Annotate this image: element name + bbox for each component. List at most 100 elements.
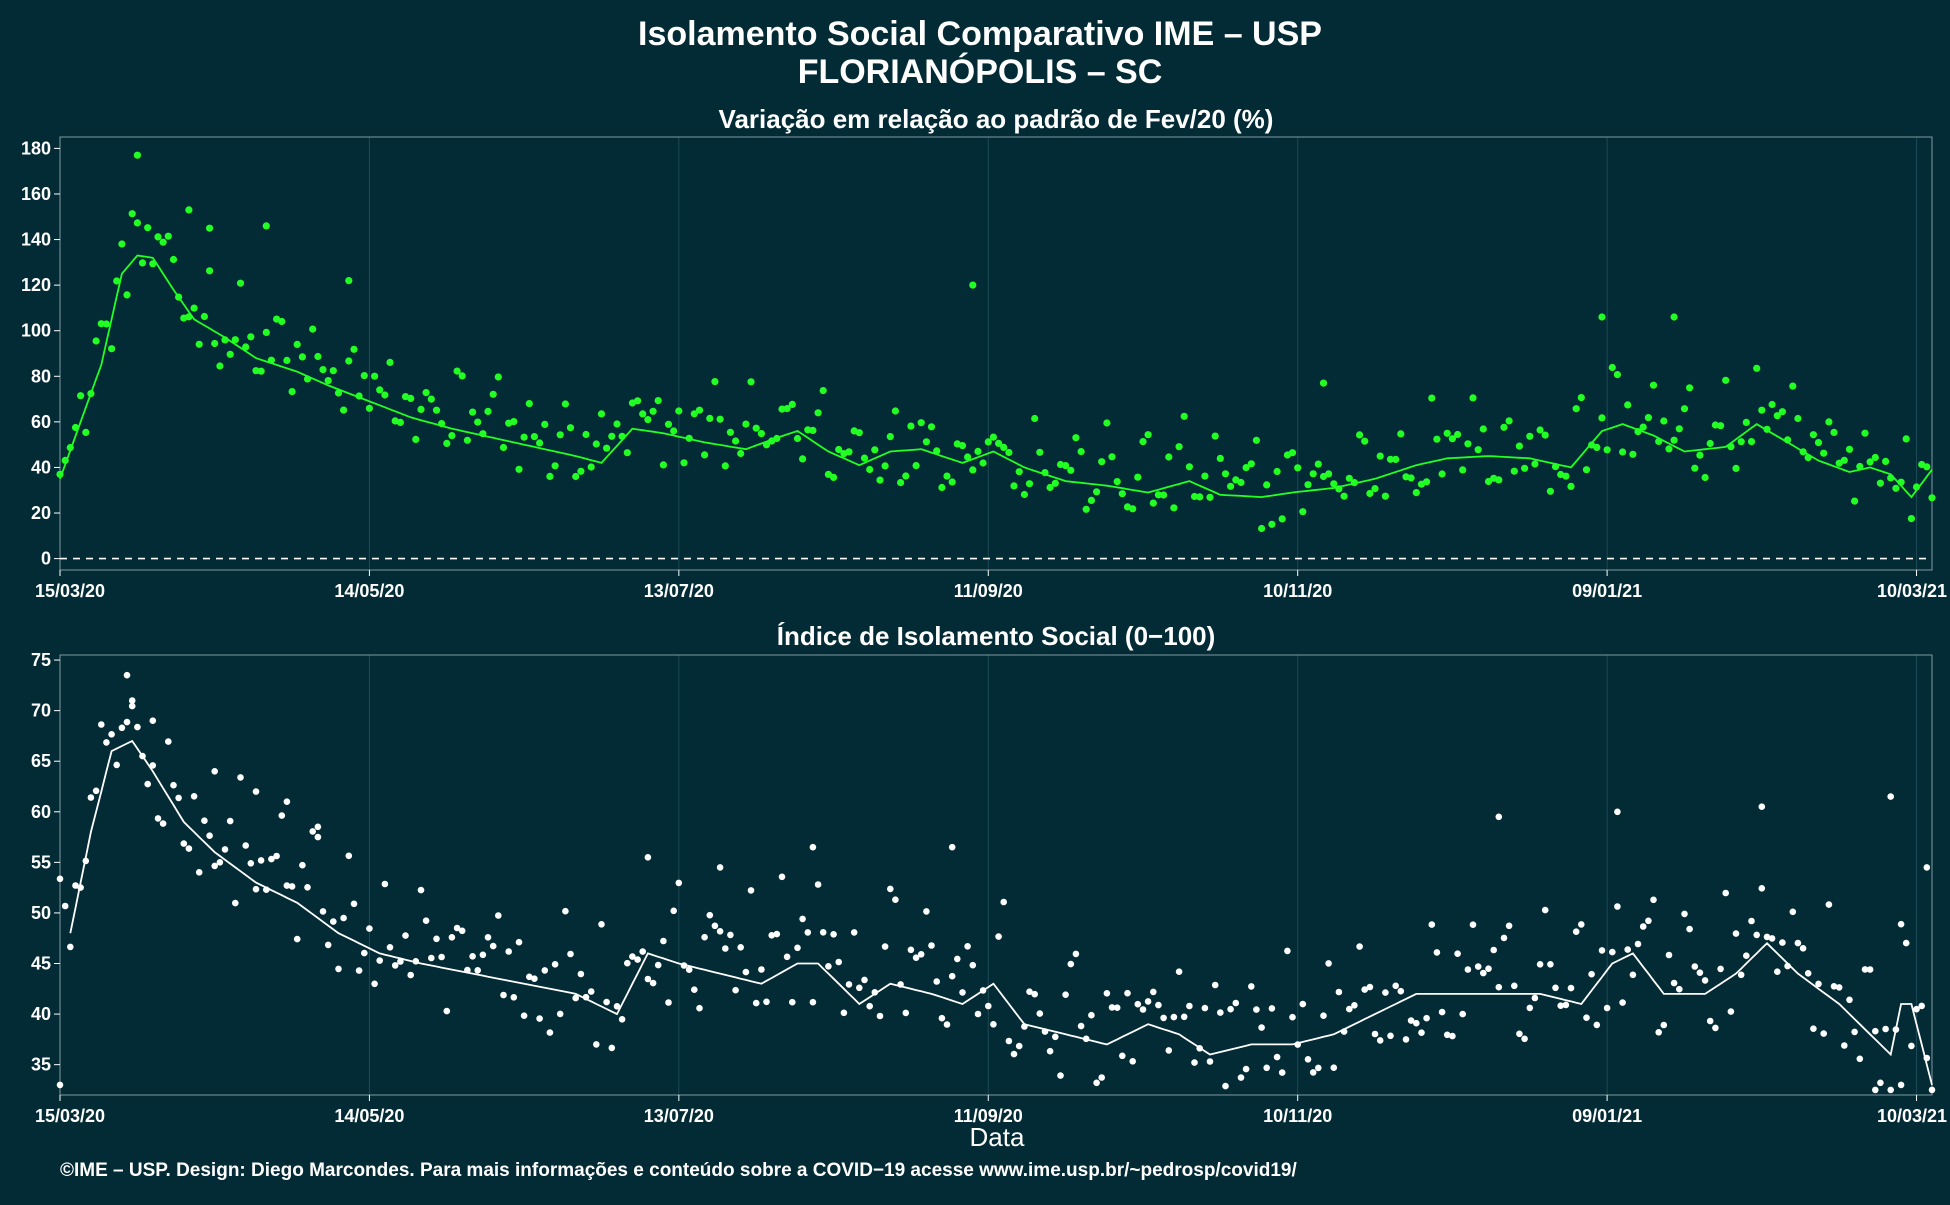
bottom-point-248 [1335, 988, 1343, 996]
bottom-point-243 [1309, 1069, 1317, 1076]
bottom-point-237 [1278, 1069, 1286, 1076]
top-point-350 [1861, 429, 1869, 437]
bottom-point-234 [1263, 1064, 1270, 1072]
bottom-point-349 [1856, 1055, 1864, 1063]
bottom-point-26 [190, 793, 198, 800]
top-point-244 [1314, 460, 1322, 468]
bottom-point-52 [324, 941, 332, 949]
bottom-point-71 [422, 917, 430, 924]
bottom-point-274 [1469, 921, 1477, 928]
bottom-point-232 [1253, 1006, 1260, 1013]
top-point-294 [1572, 405, 1580, 413]
top-point-285 [1526, 432, 1534, 440]
top-point-86 [499, 443, 508, 452]
top-point-29 [206, 267, 214, 275]
bottom-point-286 [1531, 994, 1539, 1002]
top-point-74 [438, 420, 446, 428]
top-point-307 [1639, 423, 1647, 431]
top-point-280 [1500, 423, 1508, 431]
top-point-344 [1830, 428, 1838, 436]
bottom-point-202 [1098, 1074, 1105, 1081]
top-point-160 [881, 462, 889, 470]
bottom-point-247 [1330, 1064, 1338, 1071]
bottom-point-323 [1722, 889, 1729, 897]
top-point-3 [71, 423, 80, 432]
bottom-point-177 [969, 961, 977, 969]
bottom-point-110 [624, 959, 631, 967]
bottom-point-181 [990, 1021, 997, 1028]
top-point-209 [1134, 473, 1142, 481]
top-point-181 [989, 433, 998, 441]
bottom-outlier-point-7 [644, 854, 652, 861]
top-panel-title: Variação em relação ao padrão de Fev/20 … [719, 104, 1274, 134]
bottom-point-159 [876, 1012, 884, 1020]
top-point-75 [443, 439, 451, 447]
bottom-outlier-point-10 [948, 843, 956, 851]
bottom-point-13 [123, 718, 131, 726]
bottom-point-246 [1325, 960, 1332, 967]
bottom-point-138 [768, 932, 775, 939]
bottom-point-218 [1180, 1013, 1188, 1021]
top-point-54 [334, 389, 343, 397]
bottom-y-tick-label-3: 50 [31, 903, 51, 923]
bottom-point-70 [417, 886, 425, 894]
top-point-125 [701, 451, 709, 459]
top-point-122 [685, 434, 693, 442]
bottom-point-0 [56, 875, 64, 883]
bottom-point-184 [1005, 1037, 1013, 1045]
bottom-point-123 [691, 986, 698, 993]
bottom-point-34 [232, 899, 239, 907]
top-point-13 [123, 291, 131, 299]
top-point-130 [726, 428, 735, 436]
top-point-83 [484, 407, 492, 415]
bottom-point-182 [995, 933, 1002, 940]
top-point-265 [1423, 478, 1431, 486]
top-point-4 [77, 392, 85, 400]
bottom-y-tick-label-8: 75 [31, 650, 51, 670]
bottom-point-360 [1913, 1005, 1920, 1013]
bottom-point-306 [1634, 940, 1642, 948]
panel-bottom: Índice de Isolamento Social (0−100) 35 40 4… [31, 621, 1947, 1126]
bottom-point-151 [835, 958, 842, 966]
bottom-point-107 [608, 1044, 616, 1052]
top-point-101 [577, 467, 585, 475]
top-point-304 [1624, 401, 1632, 409]
top-point-48 [303, 375, 312, 383]
top-point-161 [886, 433, 894, 441]
top-point-137 [762, 441, 771, 449]
top-point-272 [1459, 466, 1467, 474]
bottom-point-233 [1258, 1024, 1265, 1031]
bottom-point-27 [195, 869, 203, 876]
bottom-point-28 [201, 817, 208, 824]
top-point-232 [1252, 436, 1260, 444]
bottom-point-273 [1464, 966, 1472, 973]
top-point-121 [680, 459, 688, 467]
top-point-337 [1794, 414, 1802, 423]
top-point-191 [1041, 469, 1049, 477]
bottom-point-269 [1443, 1031, 1451, 1039]
top-point-118 [664, 420, 673, 428]
top-point-92 [530, 433, 539, 441]
top-point-293 [1567, 482, 1575, 490]
bottom-point-180 [985, 1002, 992, 1010]
bottom-point-178 [974, 1010, 982, 1018]
top-point-259 [1392, 455, 1400, 463]
bottom-point-347 [1846, 996, 1853, 1004]
top-point-222 [1201, 472, 1209, 480]
top-point-234 [1263, 481, 1271, 489]
top-point-270 [1448, 435, 1456, 443]
top-point-298 [1593, 443, 1601, 451]
bottom-point-176 [964, 943, 971, 950]
bottom-point-222 [1201, 1004, 1209, 1012]
top-point-319 [1701, 473, 1709, 482]
bottom-point-198 [1077, 1022, 1085, 1030]
bottom-point-351 [1866, 966, 1874, 973]
top-point-352 [1871, 453, 1879, 462]
bottom-point-304 [1624, 946, 1631, 953]
bottom-point-23 [175, 794, 182, 802]
bottom-point-104 [593, 1041, 600, 1048]
top-point-156 [860, 454, 869, 462]
bottom-point-259 [1392, 982, 1399, 990]
bottom-point-238 [1284, 947, 1291, 955]
bottom-outlier-point-15 [1923, 864, 1931, 871]
